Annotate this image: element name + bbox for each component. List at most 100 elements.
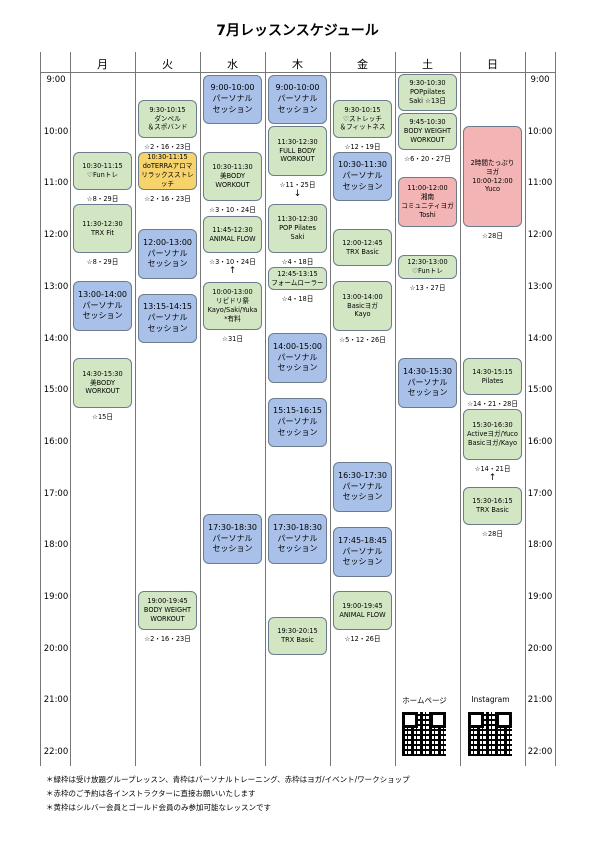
event-box: 13:00-14:00 Basicヨガ Kayo xyxy=(333,281,392,331)
qr-instagram[interactable] xyxy=(468,712,512,756)
event-note: ☆28日 xyxy=(482,530,503,538)
event-text: セッション xyxy=(277,104,318,114)
time-label: 20:00 xyxy=(527,643,553,654)
link-label: ホームページ xyxy=(402,696,447,705)
day-label: 金 xyxy=(357,58,368,71)
time-label: 10:00 xyxy=(43,126,69,137)
time-label: 11:00 xyxy=(43,178,69,189)
time-label: 21:00 xyxy=(527,695,553,706)
footnote: ＊緑枠は受け放題グループレッスン、青枠はパーソナルトレーニング、赤枠はヨガ/イベ… xyxy=(46,775,410,784)
event-text: セッション xyxy=(342,181,383,191)
event-box: 13:15-14:15 パーソナル セッション xyxy=(138,294,197,343)
event-box: 16:30-17:30 パーソナル セッション xyxy=(333,462,392,512)
event-box: 9:45-10:30 BODY WEIGHT WORKOUT xyxy=(398,113,457,150)
time-label: 18:00 xyxy=(43,540,69,551)
column-line xyxy=(525,52,526,766)
event-text: 14:00-15:00 xyxy=(273,341,322,351)
event-note: ☆5・12・26日 xyxy=(339,336,386,344)
event-note: ☆4・18日 xyxy=(281,295,314,303)
time-label: 15:00 xyxy=(43,385,69,396)
event-text: パーソナル xyxy=(212,94,253,104)
event-note: ☆11・25日 xyxy=(279,181,316,189)
event-text: セッション xyxy=(342,557,383,567)
event-text: パーソナル xyxy=(147,248,188,258)
event-box: 19:30-20:15 TRX Basic xyxy=(268,617,327,655)
event-note: ☆4・18日 xyxy=(281,258,314,266)
event-text: セッション xyxy=(277,363,318,373)
event-text: セッション xyxy=(342,492,383,502)
footnote: ＊黄枠はシルバー会員とゴールド会員のみ参加可能なレッスンです xyxy=(46,803,271,812)
event-box: 10:30-11:15 ♡Funトレ xyxy=(73,152,132,190)
column-line xyxy=(555,52,556,766)
event-text: ＆スポバンド xyxy=(147,123,188,132)
event-box: 11:00-12:00 湘南 コミュニティヨガ Toshi xyxy=(398,177,457,227)
event-box: 9:30-10:15 ダンベル ＆スポバンド xyxy=(138,100,197,138)
time-label: 11:00 xyxy=(527,178,553,189)
column-line xyxy=(200,52,201,766)
event-text: POP Pilates xyxy=(279,224,316,233)
header-line xyxy=(40,72,555,73)
qr-homepage[interactable] xyxy=(402,712,446,756)
time-label: 18:00 xyxy=(527,540,553,551)
event-box: 2時間たっぷり ヨガ 10:00-12:00 Yuco xyxy=(463,126,522,227)
event-text: Pilates xyxy=(481,376,504,385)
event-box: 17:30-18:30 パーソナル セッション xyxy=(203,514,262,564)
time-label: 14:00 xyxy=(527,333,553,344)
event-text: TRX Basic xyxy=(346,247,379,256)
time-label: 16:00 xyxy=(43,436,69,447)
event-text: Yuco xyxy=(484,185,501,194)
event-box: 10:30-11:30 パーソナル セッション xyxy=(333,152,392,201)
event-text: 13:00-14:00 xyxy=(78,289,127,299)
event-text: 11:30-12:30 xyxy=(277,215,318,224)
event-text: Saki xyxy=(290,232,305,241)
time-label: 19:00 xyxy=(527,592,553,602)
event-note: ☆31日 xyxy=(222,335,243,343)
event-box: 12:00-12:45 TRX Basic xyxy=(333,229,392,266)
day-label: 土 xyxy=(422,58,433,71)
event-text: セッション xyxy=(212,544,253,554)
event-box: 14:00-15:00 パーソナル セッション xyxy=(268,333,327,383)
time-label: 9:00 xyxy=(46,75,66,85)
event-text: FULL BODY xyxy=(279,146,316,155)
time-label: 15:00 xyxy=(527,385,553,396)
event-text: フォームローラー xyxy=(271,278,324,287)
event-text: 11:00-12:00 xyxy=(407,184,448,193)
event-text: セッション xyxy=(277,427,318,437)
event-text: *有料 xyxy=(224,314,241,323)
event-text: パーソナル xyxy=(82,300,123,310)
event-note: ☆14・21日 xyxy=(474,465,511,473)
event-text: セッション xyxy=(277,544,318,554)
event-text: 10:00-13:00 xyxy=(212,288,253,297)
event-text: セッション xyxy=(147,323,188,333)
time-label: 14:00 xyxy=(43,333,69,344)
event-text: 11:30-12:30 xyxy=(277,137,318,146)
event-text: セッション xyxy=(82,311,123,321)
event-text: POPpilates xyxy=(409,88,446,97)
column-line xyxy=(460,52,461,766)
event-text: セッション xyxy=(407,388,448,398)
event-text: TRX Basic xyxy=(476,506,509,514)
event-text: パーソナル xyxy=(212,533,253,543)
event-text: 10:00-12:00 xyxy=(472,176,513,185)
event-box: 9:30-10:15 ♡ストレッチ ＆フィットネス xyxy=(333,100,392,138)
event-text: 12:00-12:45 xyxy=(342,238,383,247)
time-label: 13:00 xyxy=(43,281,69,292)
day-label: 月 xyxy=(97,58,108,71)
event-box: 10:30-11:15 doTERRAアロマ リラックスストレッチ xyxy=(138,152,197,190)
link-label: Instagram xyxy=(471,695,510,704)
time-label: 20:00 xyxy=(43,643,69,654)
day-label: 木 xyxy=(292,58,303,71)
event-text: ♡Funトレ xyxy=(412,267,443,275)
event-text: パーソナル xyxy=(277,533,318,543)
event-text: 14:30-15:30 xyxy=(403,366,452,376)
event-box: 10:30-11:30 美BODY WORKOUT xyxy=(203,152,262,201)
event-note: ☆12・19日 xyxy=(344,143,381,151)
time-label: 17:00 xyxy=(43,488,69,499)
event-box: 9:00-10:00 パーソナル セッション xyxy=(203,75,262,124)
time-label: 9:00 xyxy=(530,75,550,85)
event-text: 13:15-14:15 xyxy=(143,302,192,312)
event-text: Toshi xyxy=(419,210,436,219)
event-text: 9:00-10:00 xyxy=(210,83,255,93)
event-text: 19:00-19:45 xyxy=(147,597,188,606)
